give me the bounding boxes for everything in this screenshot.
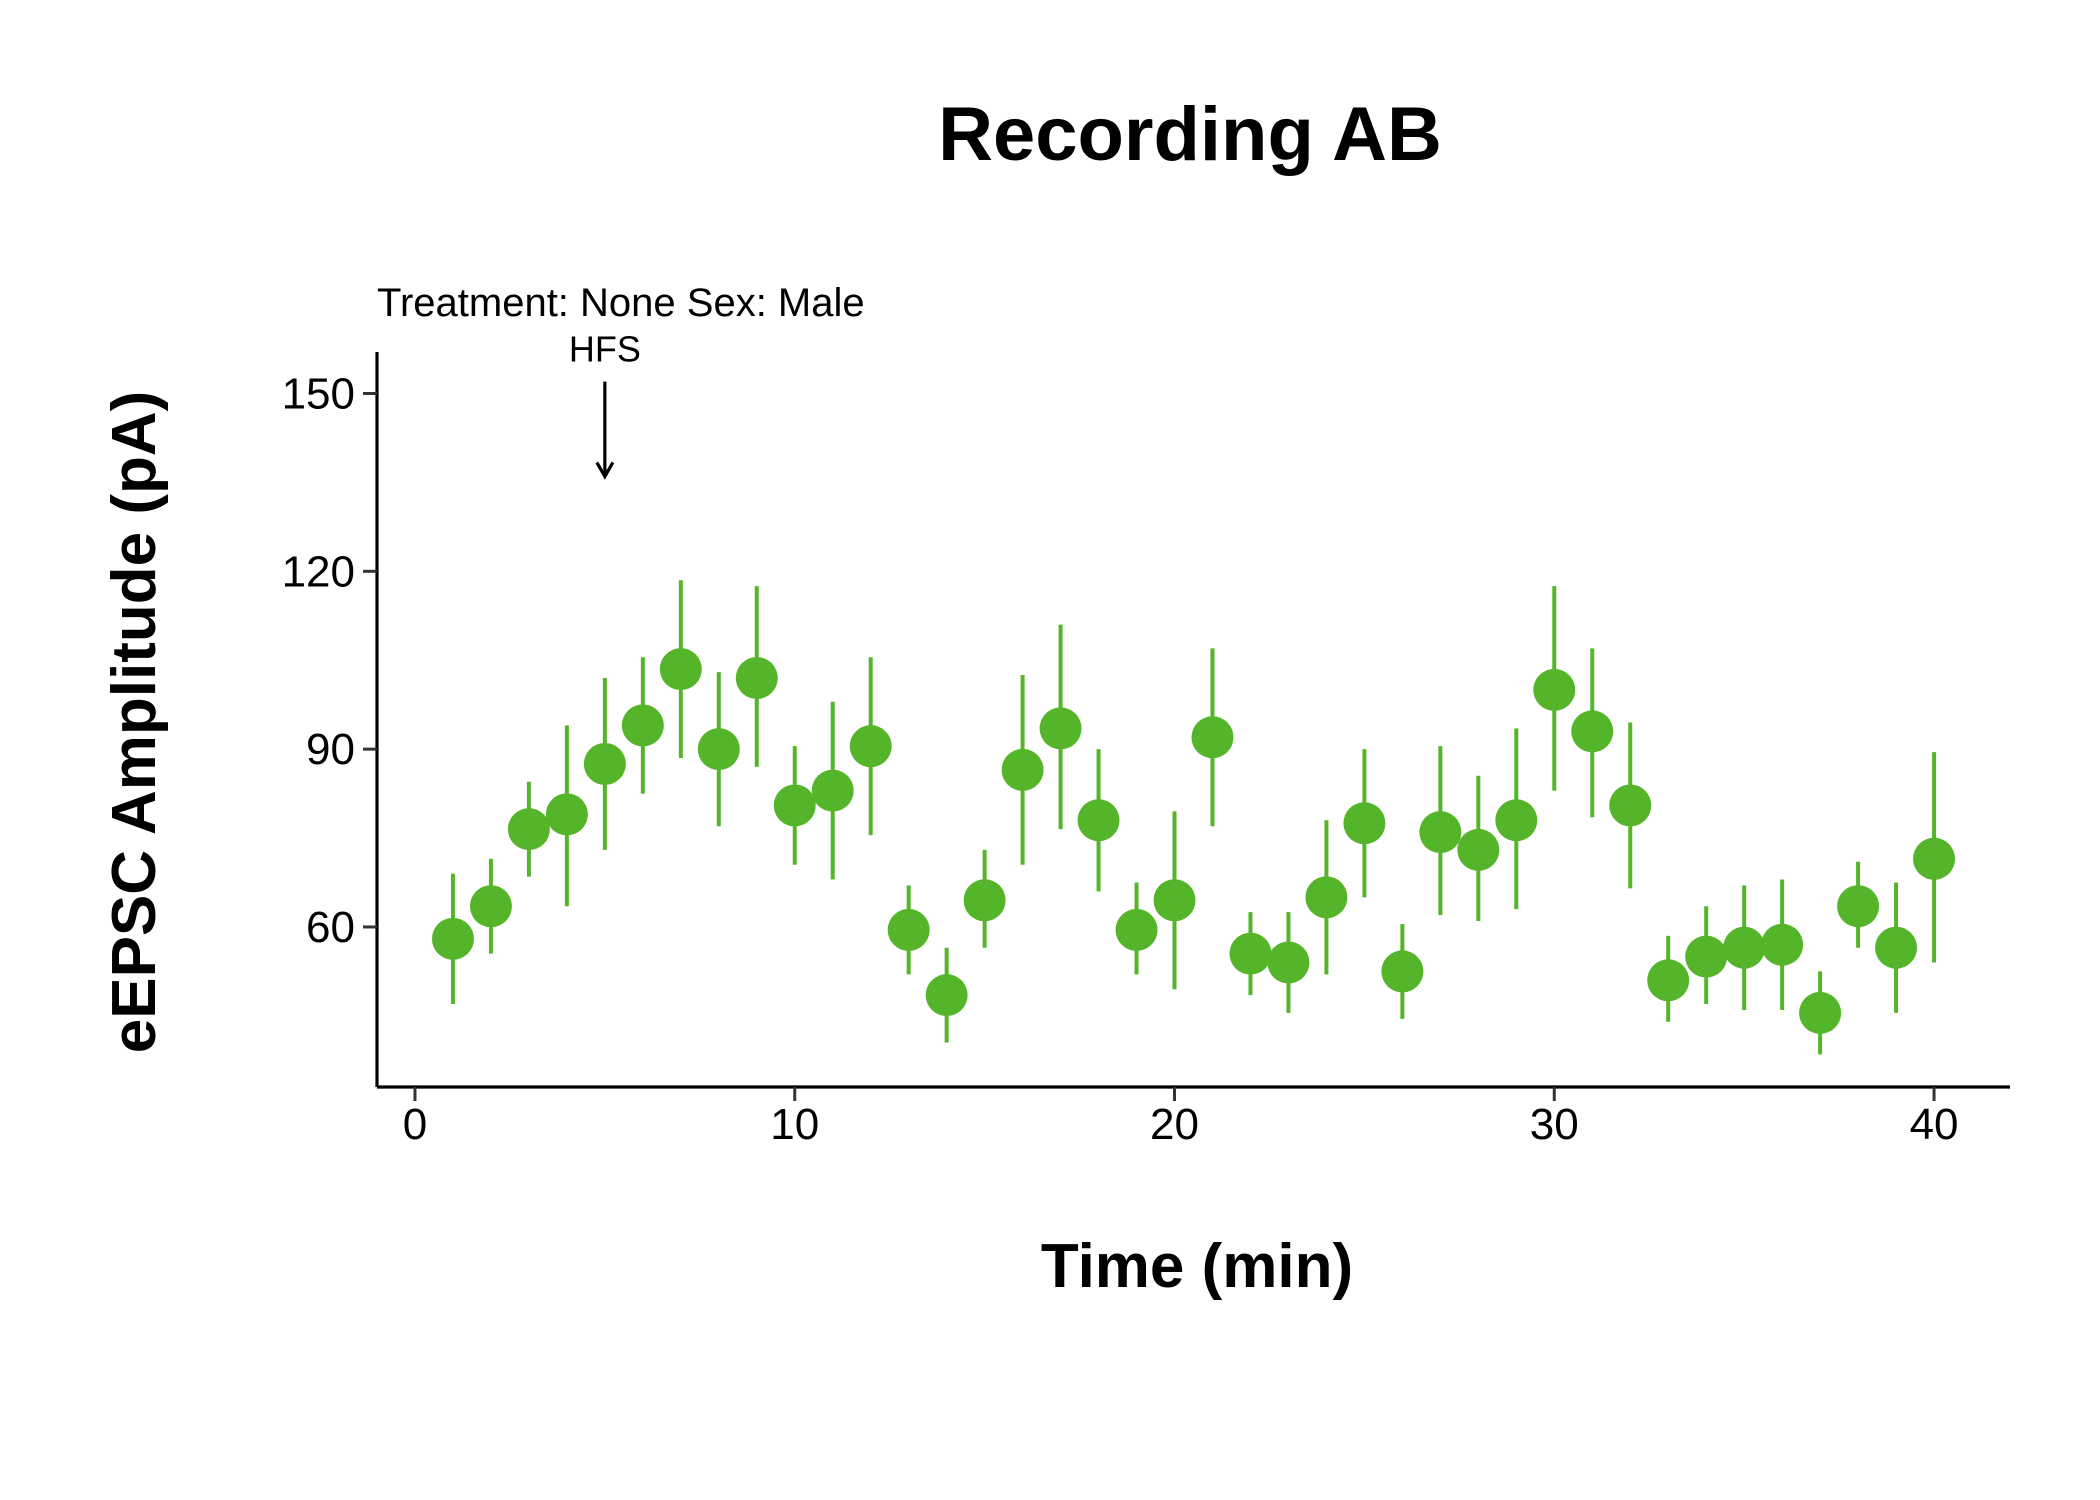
chart-title: Recording AB (938, 92, 1442, 177)
data-point (1799, 991, 1842, 1034)
data-point (697, 728, 740, 771)
data-point (1153, 879, 1196, 922)
data-point (469, 885, 512, 928)
data-point (1913, 837, 1956, 880)
data-point (963, 879, 1006, 922)
data-point (849, 725, 892, 768)
data-point (1837, 885, 1880, 928)
data-point (1685, 935, 1728, 978)
data-point (925, 974, 968, 1017)
x-tick-label: 0 (403, 1100, 427, 1149)
y-tick-label: 120 (282, 547, 355, 596)
data-point (1115, 908, 1158, 951)
data-point (545, 793, 588, 836)
data-point (1077, 799, 1120, 842)
data-point (887, 908, 930, 951)
y-axis-title: eEPSC Amplitude (pA) (100, 391, 169, 1054)
data-point (621, 704, 664, 747)
data-point (1457, 828, 1500, 871)
data-point (1419, 811, 1462, 854)
data-point (583, 742, 626, 785)
x-tick-label: 30 (1530, 1100, 1579, 1149)
data-point (1343, 802, 1386, 845)
data-point (659, 648, 702, 691)
plot-area: 0 10 20 30 40 60 90 120 150 HFS (282, 329, 2010, 1149)
data-point (1381, 950, 1424, 993)
data-point (1723, 926, 1766, 969)
data-point (1647, 959, 1690, 1002)
data-point (1761, 923, 1804, 966)
y-tick-label: 60 (306, 903, 355, 952)
x-tick-label: 40 (1910, 1100, 1959, 1149)
data-point (1039, 707, 1082, 750)
data-point (1533, 668, 1576, 711)
x-tick-label: 10 (770, 1100, 819, 1149)
data-point (1001, 748, 1044, 791)
data-point (1305, 876, 1348, 919)
data-point (1571, 710, 1614, 753)
y-tick-label: 90 (306, 725, 355, 774)
data-point (431, 917, 474, 960)
y-tick-label: 150 (282, 369, 355, 418)
hfs-annotation-label: HFS (569, 329, 641, 370)
data-point (1229, 932, 1272, 975)
data-point (1495, 799, 1538, 842)
data-point (773, 784, 816, 827)
data-point (735, 657, 778, 700)
data-point (1609, 784, 1652, 827)
chart-subtitle: Treatment: None Sex: Male (377, 281, 865, 325)
data-point (1267, 941, 1310, 984)
hfs-arrow-head (595, 461, 615, 480)
x-axis-title: Time (min) (1041, 1232, 1353, 1301)
data-point (1191, 716, 1234, 759)
x-tick-label: 20 (1150, 1100, 1199, 1149)
data-point (507, 808, 550, 851)
data-point (811, 769, 854, 812)
data-point (1875, 926, 1918, 969)
